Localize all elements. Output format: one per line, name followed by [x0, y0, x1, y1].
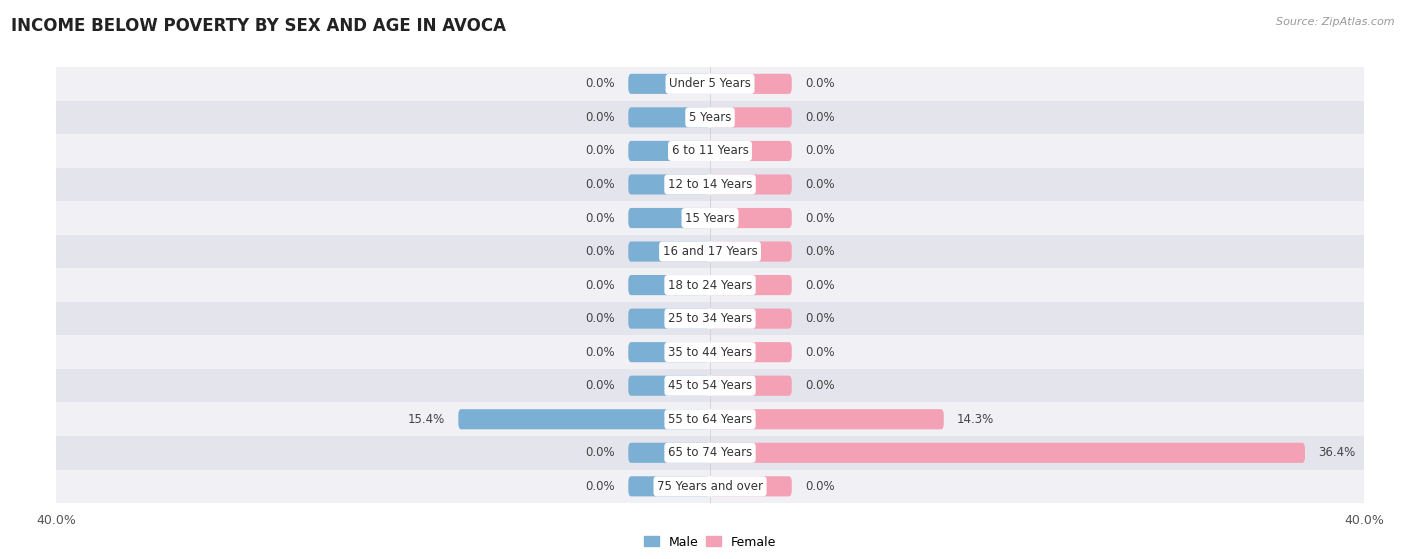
Bar — [56, 268, 1364, 302]
Text: 6 to 11 Years: 6 to 11 Years — [672, 144, 748, 158]
FancyBboxPatch shape — [710, 107, 792, 127]
Text: 15.4%: 15.4% — [408, 413, 446, 426]
FancyBboxPatch shape — [628, 443, 710, 463]
Text: 0.0%: 0.0% — [586, 111, 616, 124]
Text: 0.0%: 0.0% — [804, 178, 834, 191]
Text: 0.0%: 0.0% — [586, 178, 616, 191]
Text: 45 to 54 Years: 45 to 54 Years — [668, 379, 752, 392]
Text: 0.0%: 0.0% — [804, 480, 834, 493]
Bar — [56, 402, 1364, 436]
FancyBboxPatch shape — [710, 208, 792, 228]
Bar — [56, 134, 1364, 168]
FancyBboxPatch shape — [628, 208, 710, 228]
FancyBboxPatch shape — [710, 476, 792, 496]
Text: 16 and 17 Years: 16 and 17 Years — [662, 245, 758, 258]
Text: 65 to 74 Years: 65 to 74 Years — [668, 446, 752, 459]
Bar — [56, 101, 1364, 134]
Text: 0.0%: 0.0% — [804, 111, 834, 124]
Text: 15 Years: 15 Years — [685, 211, 735, 225]
Bar — [56, 201, 1364, 235]
FancyBboxPatch shape — [628, 241, 710, 262]
Text: Under 5 Years: Under 5 Years — [669, 77, 751, 91]
FancyBboxPatch shape — [628, 476, 710, 496]
Text: 0.0%: 0.0% — [586, 278, 616, 292]
FancyBboxPatch shape — [710, 309, 792, 329]
Text: 18 to 24 Years: 18 to 24 Years — [668, 278, 752, 292]
FancyBboxPatch shape — [710, 342, 792, 362]
Text: 35 to 44 Years: 35 to 44 Years — [668, 345, 752, 359]
Text: Source: ZipAtlas.com: Source: ZipAtlas.com — [1277, 17, 1395, 27]
Text: 0.0%: 0.0% — [586, 312, 616, 325]
FancyBboxPatch shape — [710, 174, 792, 195]
FancyBboxPatch shape — [458, 409, 710, 429]
Text: 12 to 14 Years: 12 to 14 Years — [668, 178, 752, 191]
Text: 0.0%: 0.0% — [804, 144, 834, 158]
Legend: Male, Female: Male, Female — [638, 530, 782, 553]
Text: 0.0%: 0.0% — [586, 379, 616, 392]
Text: 0.0%: 0.0% — [804, 312, 834, 325]
Bar — [56, 235, 1364, 268]
Text: 0.0%: 0.0% — [804, 211, 834, 225]
Text: 0.0%: 0.0% — [586, 480, 616, 493]
Text: 0.0%: 0.0% — [586, 77, 616, 91]
FancyBboxPatch shape — [628, 309, 710, 329]
Text: 5 Years: 5 Years — [689, 111, 731, 124]
Text: 0.0%: 0.0% — [586, 345, 616, 359]
FancyBboxPatch shape — [710, 443, 1305, 463]
Bar — [56, 369, 1364, 402]
FancyBboxPatch shape — [628, 174, 710, 195]
Text: 0.0%: 0.0% — [804, 245, 834, 258]
Text: 0.0%: 0.0% — [586, 446, 616, 459]
Text: 55 to 64 Years: 55 to 64 Years — [668, 413, 752, 426]
FancyBboxPatch shape — [628, 107, 710, 127]
FancyBboxPatch shape — [710, 376, 792, 396]
Text: 0.0%: 0.0% — [804, 278, 834, 292]
Text: 0.0%: 0.0% — [804, 345, 834, 359]
Bar — [56, 335, 1364, 369]
FancyBboxPatch shape — [628, 141, 710, 161]
Text: 0.0%: 0.0% — [586, 245, 616, 258]
Text: 36.4%: 36.4% — [1317, 446, 1355, 459]
FancyBboxPatch shape — [628, 275, 710, 295]
FancyBboxPatch shape — [710, 241, 792, 262]
Bar — [56, 470, 1364, 503]
FancyBboxPatch shape — [628, 376, 710, 396]
FancyBboxPatch shape — [710, 275, 792, 295]
Text: 75 Years and over: 75 Years and over — [657, 480, 763, 493]
Text: INCOME BELOW POVERTY BY SEX AND AGE IN AVOCA: INCOME BELOW POVERTY BY SEX AND AGE IN A… — [11, 17, 506, 35]
Text: 25 to 34 Years: 25 to 34 Years — [668, 312, 752, 325]
FancyBboxPatch shape — [710, 141, 792, 161]
FancyBboxPatch shape — [628, 342, 710, 362]
Text: 0.0%: 0.0% — [804, 379, 834, 392]
FancyBboxPatch shape — [710, 409, 943, 429]
Text: 0.0%: 0.0% — [586, 211, 616, 225]
Bar — [56, 67, 1364, 101]
Text: 0.0%: 0.0% — [804, 77, 834, 91]
Text: 14.3%: 14.3% — [957, 413, 994, 426]
FancyBboxPatch shape — [710, 74, 792, 94]
Text: 0.0%: 0.0% — [586, 144, 616, 158]
Bar — [56, 168, 1364, 201]
Bar — [56, 436, 1364, 470]
Bar — [56, 302, 1364, 335]
FancyBboxPatch shape — [628, 74, 710, 94]
